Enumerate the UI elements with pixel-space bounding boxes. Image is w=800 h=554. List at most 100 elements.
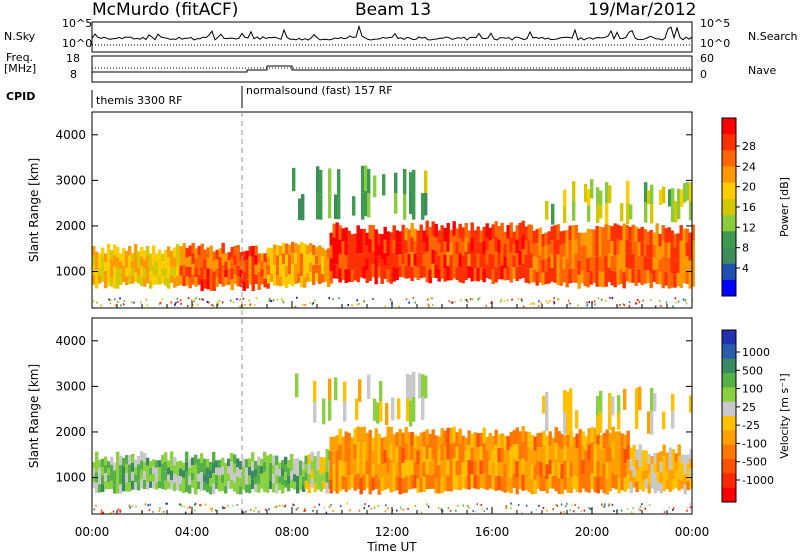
- scatter-cell: [464, 450, 468, 464]
- scatter-cell: [668, 469, 672, 481]
- scatter-cell: [344, 269, 348, 283]
- scatter-cell: [428, 433, 432, 448]
- scatter-cell: [686, 481, 690, 491]
- scatter-cell: [541, 272, 545, 286]
- scatter-cell: [188, 266, 192, 278]
- scatter-cell: [292, 167, 296, 192]
- noise-cell: [204, 503, 207, 506]
- noise-cell: [312, 302, 314, 305]
- scatter-cell: [306, 245, 310, 255]
- scatter-cell: [530, 434, 534, 450]
- scatter-cell: [494, 445, 498, 461]
- scatter-cell: [527, 462, 531, 478]
- scatter-cell: [434, 264, 438, 278]
- scatter-cell: [379, 381, 383, 402]
- scatter-cell: [421, 193, 425, 220]
- scatter-cell: [239, 477, 243, 487]
- scatter-cell: [485, 250, 489, 265]
- scatter-cell: [164, 461, 168, 472]
- scatter-cell: [571, 268, 575, 283]
- noise-cell: [170, 301, 172, 304]
- scatter-cell: [676, 246, 680, 260]
- scatter-cell: [548, 445, 552, 460]
- scatter-cell: [503, 268, 507, 281]
- scatter-cell: [404, 459, 408, 477]
- scatter-cell: [164, 471, 168, 481]
- scatter-cell: [239, 486, 243, 495]
- scatter-cell: [233, 463, 237, 473]
- y-tick-label: 4000: [55, 334, 86, 348]
- scatter-cell: [619, 269, 623, 284]
- scatter-cell: [613, 255, 617, 272]
- scatter-cell: [272, 455, 276, 465]
- colorbar-swatch: [722, 198, 736, 216]
- cpid-segment-normalsound: normalsound (fast) 157 RF: [246, 84, 393, 97]
- scatter-cell: [596, 395, 600, 416]
- scatter-cell: [155, 276, 159, 285]
- scatter-cell: [125, 251, 129, 260]
- scatter-cell: [434, 479, 438, 494]
- scatter-cell: [140, 266, 144, 277]
- scatter-cell: [614, 474, 618, 490]
- scatter-cell: [559, 244, 563, 259]
- noise-cell: [503, 300, 506, 303]
- scatter-cell: [307, 483, 311, 494]
- scatter-cell: [325, 460, 329, 472]
- scatter-cell: [329, 270, 333, 284]
- scatter-cell: [290, 454, 294, 463]
- scatter-cell: [629, 447, 633, 459]
- scatter-cell: [368, 462, 372, 479]
- scatter-cell: [284, 456, 288, 465]
- scatter-cell: [638, 478, 642, 490]
- scatter-cell: [263, 471, 267, 482]
- scatter-cell: [334, 377, 338, 401]
- scatter-cell: [119, 474, 123, 485]
- scatter-cell: [455, 461, 459, 476]
- noise-cell: [258, 510, 260, 513]
- scatter-cell: [607, 239, 611, 254]
- scatter-cell: [101, 247, 105, 257]
- scatter-cell: [164, 480, 168, 490]
- scatter-cell: [578, 460, 582, 477]
- noise-cell: [325, 511, 328, 514]
- scatter-cell: [637, 242, 641, 256]
- scatter-cell: [356, 239, 360, 254]
- scatter-cell: [300, 264, 304, 276]
- scatter-cell: [257, 280, 261, 290]
- scatter-cell: [583, 272, 587, 287]
- noise-cell: [580, 510, 583, 513]
- scatter-cell: [677, 479, 681, 491]
- scatter-cell: [539, 447, 543, 462]
- scatter-cell: [656, 471, 660, 482]
- scatter-cell: [188, 459, 192, 468]
- scatter-cell: [389, 476, 393, 493]
- scatter-cell: [362, 241, 366, 254]
- scatter-cell: [500, 433, 504, 448]
- scatter-cell: [592, 256, 596, 270]
- scatter-cell: [416, 230, 420, 243]
- scatter-cell: [413, 461, 417, 475]
- scatter-cell: [107, 475, 111, 483]
- scatter-cell: [113, 478, 117, 486]
- scatter-cell: [631, 224, 635, 240]
- scatter-cell: [257, 474, 261, 484]
- noise-cell: [117, 300, 119, 303]
- scatter-cell: [312, 255, 316, 265]
- scatter-cell: [440, 428, 444, 445]
- scatter-cell: [521, 263, 525, 278]
- scatter-cell: [611, 457, 615, 473]
- noise-cell: [268, 508, 270, 511]
- noise-cell: [102, 511, 104, 514]
- scatter-cell: [544, 232, 548, 246]
- scatter-cell: [649, 244, 653, 260]
- scatter-cell: [536, 433, 540, 447]
- scatter-cell: [272, 474, 276, 484]
- noise-cell: [198, 298, 201, 301]
- scatter-cell: [437, 243, 441, 256]
- scatter-cell: [179, 476, 183, 484]
- scatter-cell: [158, 258, 162, 268]
- scatter-cell: [476, 447, 480, 462]
- scatter-cell: [581, 445, 585, 460]
- scatter-cell: [95, 482, 99, 493]
- scatter-cell: [619, 240, 623, 255]
